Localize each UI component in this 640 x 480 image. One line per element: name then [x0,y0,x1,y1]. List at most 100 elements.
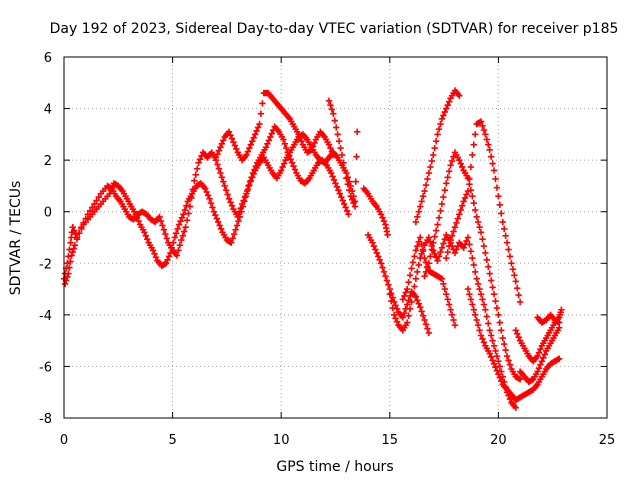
data-point-track-j [499,334,506,342]
data-point-track-l [492,364,499,371]
data-point-track-d [352,178,359,185]
data-point-track-i [422,181,430,189]
data-point-track-b [220,178,227,185]
data-point-track-c [256,120,263,128]
data-point-track-a [339,197,346,204]
data-point-track-l [489,357,496,364]
data-point-track-a [164,256,171,264]
data-point-track-d [347,193,354,200]
data-point-track-b [191,177,198,184]
data-point-track-k [485,141,492,148]
data-point-track-a [135,217,142,225]
data-point-track-k [464,187,472,195]
data-point-track-i [417,203,424,210]
data-point-track-f [369,239,376,246]
x-tick-label: 15 [382,433,399,448]
data-point-track-a [70,227,78,234]
data-point-track-e [377,211,385,218]
data-point-track-l [487,353,495,361]
data-point-track-k [514,285,521,292]
data-point-track-b [157,217,165,225]
data-point-track-h [448,311,456,319]
data-point-track-a [210,208,218,215]
data-point-track-a [329,173,336,180]
data-point-track-j [456,156,463,164]
data-point-track-i [440,112,447,119]
data-point-track-a [217,225,225,233]
data-point-track-c [233,145,240,153]
data-point-track-a [333,183,341,190]
data-point-track-b [69,248,76,256]
data-point-track-b [244,186,252,193]
data-point-track-a [165,253,173,260]
data-point-track-c [247,141,254,148]
data-point-track-f [370,242,378,250]
data-point-track-f [379,264,386,271]
data-point-track-g [390,311,398,319]
data-points [60,87,565,411]
data-point-track-b [278,167,285,174]
data-point-track-b [280,160,288,167]
data-point-track-g [435,253,443,260]
data-point-track-k [490,167,498,174]
data-point-track-g [412,275,420,282]
data-point-track-a [177,217,184,225]
data-point-track-g [492,347,499,355]
y-tick-label: -4 [39,309,52,324]
data-point-track-b [234,213,241,221]
data-point-track-i [456,92,463,99]
data-point-track-f [377,260,385,267]
data-point-track-c [309,143,317,150]
x-axis-label: GPS time / hours [276,459,393,475]
data-point-track-k [500,225,508,233]
data-point-track-b [246,181,253,189]
data-point-track-j [421,272,428,280]
data-point-track-d [337,144,344,152]
data-point-track-d [340,159,347,166]
data-point-track-l [474,321,482,329]
data-point-track-a [183,202,190,209]
data-point-track-g [467,248,475,255]
data-point-track-k [511,272,518,279]
data-point-track-b [156,213,163,221]
data-point-track-i [445,98,453,105]
data-point-track-j [506,361,514,368]
data-point-track-k [448,232,456,239]
data-point-track-k [443,254,450,262]
y-tick-label: 0 [44,206,52,221]
data-point-track-a [66,246,73,253]
data-point-track-a [345,211,352,218]
data-point-track-j [502,346,509,354]
data-point-track-b [243,190,250,197]
data-point-track-f [382,272,389,280]
data-point-track-h [443,291,450,298]
data-point-track-b [64,273,71,281]
data-point-track-g [472,268,479,276]
x-tick-labels: 0 5 10 15 20 25 [60,433,615,448]
data-point-track-g [476,285,483,293]
data-point-track-a [228,239,235,246]
data-point-track-a [141,229,148,236]
data-point-track-l [476,327,483,334]
data-point-track-k [502,232,509,239]
data-point-track-b [225,195,233,203]
data-point-track-f [373,249,380,257]
data-point-track-j [430,239,437,246]
data-point-track-j [479,236,486,243]
data-point-track-a [291,166,299,173]
data-point-track-c [296,134,304,141]
data-point-track-g [477,291,485,298]
data-point-track-b [182,223,189,231]
data-point-track-k [503,239,511,246]
data-point-track-i [435,126,443,133]
data-point-track-g [425,234,433,241]
data-point-track-g [437,248,444,256]
data-point-track-j [486,270,493,277]
data-point-track-k [477,118,485,125]
data-point-track-b [194,165,201,172]
data-point-track-c [227,132,234,139]
data-point-track-g [406,305,414,313]
data-point-track-b [71,242,79,249]
data-point-track-b [185,210,192,217]
data-point-track-i [418,198,425,205]
